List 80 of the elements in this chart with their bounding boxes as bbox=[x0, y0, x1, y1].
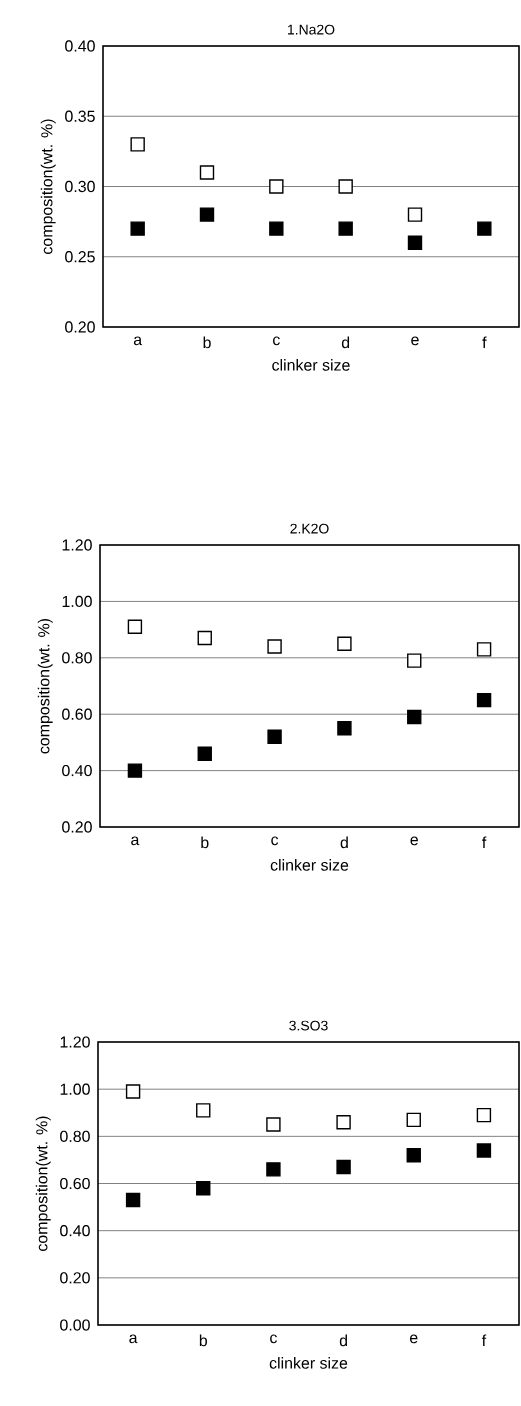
point bbox=[476, 1107, 492, 1123]
point bbox=[336, 1159, 351, 1175]
point bbox=[197, 630, 212, 646]
chart-title: 2.K2O bbox=[290, 523, 329, 534]
point bbox=[267, 639, 282, 654]
point bbox=[407, 709, 422, 725]
y-tick-label: 1.20 bbox=[60, 1036, 90, 1048]
x-tick-label: b bbox=[201, 836, 209, 849]
point bbox=[476, 1143, 492, 1158]
x-tick-label: f bbox=[481, 1334, 487, 1347]
x-tick-label: f bbox=[482, 836, 487, 849]
point bbox=[337, 636, 352, 651]
y-tick-label: 0.80 bbox=[60, 1130, 90, 1142]
x-axis-title: clinker size bbox=[270, 859, 349, 871]
y-axis-title: composition(wt. %) bbox=[40, 119, 56, 254]
point bbox=[127, 763, 143, 778]
x-tick-label: e bbox=[409, 1334, 418, 1344]
chart-title: 1.Na2O bbox=[288, 24, 335, 35]
x-axis-title: clinker size bbox=[269, 1357, 348, 1369]
y-tick-label: 0.60 bbox=[60, 1177, 90, 1190]
y-tick-label: 0.25 bbox=[65, 251, 95, 263]
point bbox=[476, 692, 492, 708]
x-tick-label: d bbox=[341, 336, 350, 349]
point bbox=[196, 1181, 211, 1196]
point bbox=[406, 1112, 421, 1128]
point bbox=[407, 207, 423, 222]
x-tick-label: c bbox=[271, 836, 279, 846]
x-tick-label: a bbox=[131, 836, 140, 846]
point bbox=[125, 1084, 141, 1099]
chart-title: 3.SO3 bbox=[289, 1020, 328, 1031]
x-tick-label: d bbox=[339, 1334, 347, 1347]
x-tick-label: b bbox=[199, 1334, 208, 1347]
x-tick-label: a bbox=[133, 336, 143, 346]
point bbox=[336, 1115, 351, 1130]
x-axis-title: clinker size bbox=[272, 359, 350, 371]
y-tick-label: 0.40 bbox=[62, 764, 92, 777]
x-tick-label: c bbox=[270, 1334, 277, 1344]
point bbox=[338, 179, 353, 194]
x-tick-label: c bbox=[273, 336, 280, 346]
point bbox=[476, 642, 492, 657]
y-tick-label: 0.60 bbox=[62, 708, 92, 720]
y-tick-label: 1.00 bbox=[60, 1083, 90, 1095]
point bbox=[266, 1117, 281, 1132]
point bbox=[406, 1148, 421, 1163]
y-tick-label: 0.20 bbox=[65, 321, 95, 333]
point bbox=[266, 1162, 281, 1177]
point bbox=[269, 221, 284, 236]
y-tick-label: 0.20 bbox=[62, 821, 92, 833]
y-tick-label: 0.20 bbox=[60, 1272, 90, 1284]
point bbox=[338, 221, 353, 236]
point bbox=[197, 746, 212, 761]
x-tick-label: f bbox=[482, 336, 487, 349]
point bbox=[130, 137, 145, 152]
x-tick-label: b bbox=[203, 336, 211, 349]
point bbox=[267, 729, 282, 744]
y-tick-label: 1.20 bbox=[62, 539, 92, 551]
point bbox=[407, 235, 423, 250]
point bbox=[407, 653, 422, 668]
x-tick-label: a bbox=[129, 1334, 138, 1344]
x-tick-label: e bbox=[411, 336, 419, 346]
y-tick-label: 0.30 bbox=[65, 180, 95, 193]
y-tick-label: 0.40 bbox=[60, 1225, 90, 1237]
y-axis-title: composition(wt. %) bbox=[35, 1116, 51, 1251]
y-tick-label: 0.80 bbox=[62, 652, 92, 664]
point bbox=[199, 165, 215, 180]
point bbox=[337, 721, 352, 736]
point bbox=[199, 207, 215, 222]
point bbox=[127, 619, 143, 634]
x-tick-label: e bbox=[410, 836, 418, 846]
y-tick-label: 0.00 bbox=[60, 1319, 90, 1331]
y-tick-label: 0.35 bbox=[65, 110, 95, 122]
point bbox=[269, 179, 284, 194]
point bbox=[196, 1103, 211, 1118]
y-tick-label: 1.00 bbox=[62, 595, 92, 608]
x-tick-label: d bbox=[340, 836, 348, 849]
point bbox=[130, 221, 145, 236]
y-axis-title: composition(wt. %) bbox=[37, 618, 53, 754]
point bbox=[477, 221, 492, 236]
point bbox=[125, 1192, 141, 1208]
y-tick-label: 0.40 bbox=[65, 40, 95, 52]
